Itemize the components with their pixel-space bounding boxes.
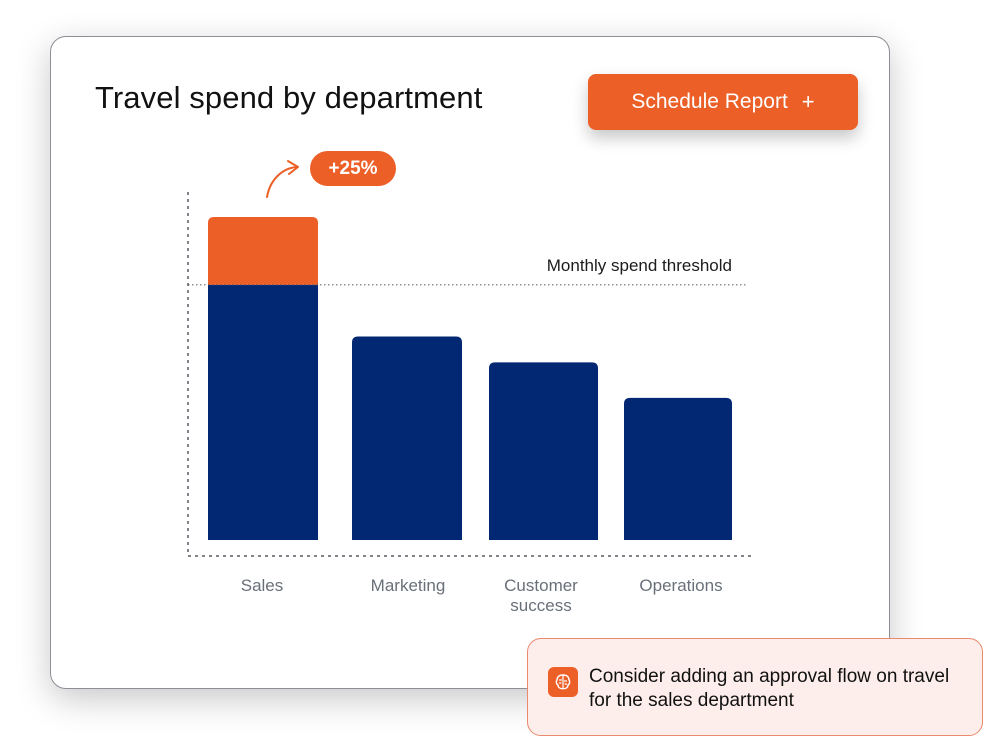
insight-text: Consider adding an approval flow on trav… <box>589 666 950 711</box>
schedule-report-label: Schedule Report <box>631 90 788 113</box>
ai-brain-icon <box>548 667 578 697</box>
trend-arrow-icon <box>266 166 298 198</box>
x-tick-label: Sales <box>240 576 284 595</box>
bar-sales <box>208 284 318 540</box>
growth-badge: +25% <box>310 151 396 186</box>
bar-customer-success <box>489 362 598 540</box>
insight-note: Consider adding an approval flow on trav… <box>527 638 983 736</box>
x-tick-label: Marketing <box>370 576 446 595</box>
x-tick-label: Customer success <box>504 576 578 615</box>
bar-operations <box>624 397 732 540</box>
schedule-report-button[interactable]: Schedule Report + <box>588 74 858 130</box>
trend-arrow-head <box>287 160 299 175</box>
plus-icon: + <box>801 89 815 114</box>
bar-over-threshold <box>208 217 318 285</box>
chart-title: Travel spend by department <box>95 80 483 115</box>
bar-marketing <box>352 336 462 540</box>
threshold-label: Monthly spend threshold <box>546 256 732 275</box>
chart-card <box>50 36 890 689</box>
x-tick-label: Operations <box>639 576 723 595</box>
